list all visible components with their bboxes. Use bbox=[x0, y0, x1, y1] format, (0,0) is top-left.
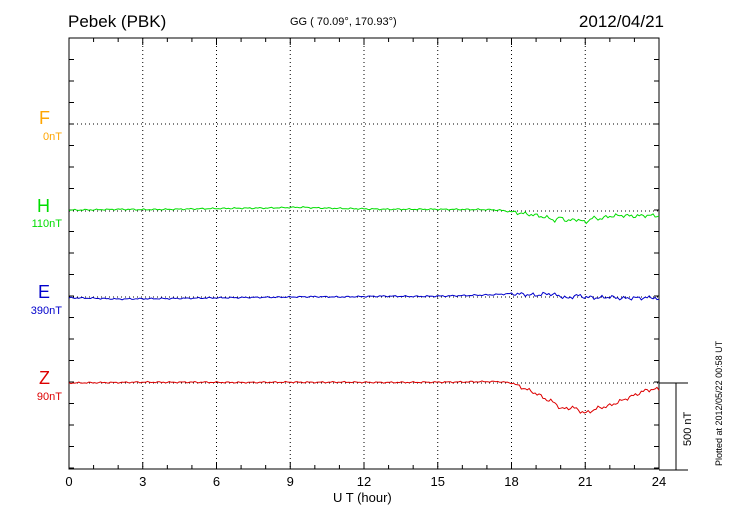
baseline-label-f: 0nT bbox=[43, 131, 62, 143]
baseline-label-h: 110nT bbox=[31, 218, 62, 230]
x-axis-label: U T (hour) bbox=[333, 490, 392, 505]
x-tick-label: 18 bbox=[504, 474, 518, 489]
scale-bar-label: 500 nT bbox=[682, 411, 694, 446]
x-tick-label: 6 bbox=[213, 474, 220, 489]
x-tick-label: 12 bbox=[357, 474, 371, 489]
baseline-label-e: 390nT bbox=[30, 305, 62, 317]
component-label-h: H bbox=[37, 196, 50, 216]
component-label-e: E bbox=[37, 282, 50, 302]
date-label: 2012/04/21 bbox=[578, 12, 664, 31]
geographic-coordinates: GG ( 70.09°, 170.93°) bbox=[290, 16, 397, 28]
x-tick-label: 9 bbox=[287, 474, 294, 489]
x-tick-label: 3 bbox=[139, 474, 146, 489]
plotted-timestamp: Plotted at 2012/05/22 00:58 UT bbox=[714, 340, 724, 466]
x-tick-label: 21 bbox=[578, 474, 592, 489]
series-line-e bbox=[68, 291, 660, 301]
baseline-label-z: 90nT bbox=[36, 391, 62, 403]
x-tick-label: 15 bbox=[431, 474, 445, 489]
station-title: Pebek (PBK) bbox=[68, 12, 167, 31]
component-label-f: F bbox=[39, 108, 50, 128]
series-line-h bbox=[68, 206, 660, 225]
component-label-z: Z bbox=[39, 368, 50, 388]
x-tick-label: 24 bbox=[652, 474, 666, 489]
x-tick-label: 0 bbox=[65, 474, 72, 489]
series-line-z bbox=[68, 380, 660, 414]
